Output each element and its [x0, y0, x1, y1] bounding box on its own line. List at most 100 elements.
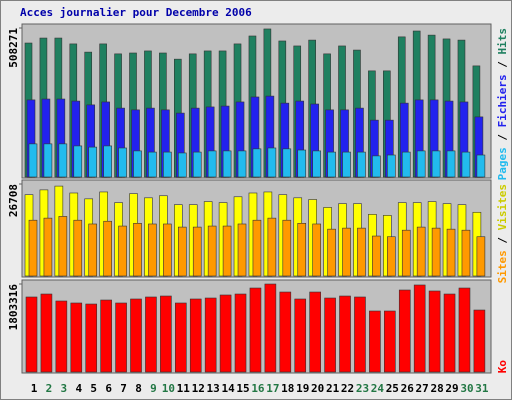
y-tick-label: 26708 — [7, 184, 20, 217]
bar — [372, 235, 381, 277]
x-tick-label: 23 — [356, 382, 369, 395]
bar — [294, 298, 307, 373]
bar — [282, 148, 292, 178]
x-tick-label: 21 — [326, 382, 340, 395]
bar — [40, 293, 53, 373]
bar — [28, 219, 38, 277]
legend-separator: / — [496, 55, 509, 75]
bar — [309, 291, 321, 373]
x-tick-label: 13 — [207, 382, 220, 395]
bar — [73, 145, 83, 178]
bar — [219, 294, 232, 373]
bar — [446, 150, 456, 178]
bar — [369, 310, 381, 373]
bar — [267, 147, 277, 178]
bar — [118, 147, 127, 178]
bar — [312, 223, 321, 277]
legend: Pages / Fichiers / Hits — [496, 28, 509, 180]
bar — [461, 229, 471, 277]
bar — [103, 145, 112, 178]
bar — [70, 302, 83, 373]
bar — [55, 300, 68, 373]
x-tick-label: 29 — [445, 382, 458, 395]
bar — [357, 227, 366, 277]
bar — [28, 143, 38, 178]
bar — [192, 226, 202, 277]
bar — [178, 226, 187, 277]
bar — [339, 295, 351, 373]
bar — [148, 151, 157, 178]
bar — [175, 302, 187, 373]
legend-entry: Hits — [496, 28, 509, 55]
x-tick-label: 28 — [430, 382, 443, 395]
x-tick-label: 11 — [177, 382, 191, 395]
bar — [73, 219, 83, 277]
bar — [428, 290, 441, 373]
legend-entry: Visites — [496, 184, 509, 230]
bar — [115, 302, 127, 373]
bar — [384, 310, 396, 373]
bar — [133, 222, 142, 277]
x-tick-label: 7 — [120, 382, 127, 395]
bar — [178, 152, 187, 178]
x-tick-label: 25 — [386, 382, 399, 395]
bar — [192, 151, 202, 178]
bar — [401, 151, 411, 178]
bar — [103, 220, 112, 277]
x-tick-label: 26 — [401, 382, 415, 395]
bar — [413, 284, 426, 373]
bar — [342, 151, 351, 178]
bar — [398, 289, 411, 373]
bar — [58, 216, 68, 277]
bar — [148, 223, 157, 277]
bar — [446, 228, 456, 277]
x-tick-label: 16 — [251, 382, 265, 395]
bar — [85, 303, 98, 373]
bar — [207, 150, 217, 178]
x-tick-label: 18 — [281, 382, 294, 395]
x-tick-label: 27 — [416, 382, 429, 395]
bar — [234, 293, 247, 373]
legend-entry: Ko — [496, 360, 509, 374]
x-tick-label: 4 — [75, 382, 82, 395]
bar — [237, 150, 247, 178]
bar — [249, 287, 262, 373]
bar — [118, 225, 127, 277]
bar — [357, 151, 366, 178]
bar — [204, 297, 217, 373]
y-tick-label: 1803316 — [7, 284, 20, 331]
x-tick-label: 6 — [105, 382, 112, 395]
bar — [264, 283, 277, 373]
x-tick-label: 14 — [221, 382, 235, 395]
bar — [282, 219, 292, 277]
legend-entry: Pages — [496, 147, 509, 180]
bar — [43, 143, 53, 178]
bar — [267, 217, 277, 277]
bar — [461, 151, 471, 178]
bar — [297, 149, 307, 178]
bar — [297, 222, 307, 277]
bar — [279, 291, 292, 373]
bar — [342, 227, 351, 277]
x-tick-label: 8 — [135, 382, 142, 395]
bar — [324, 297, 336, 373]
bar — [416, 226, 426, 277]
legend-entry: Fichiers — [496, 74, 509, 127]
bar — [416, 150, 426, 178]
bar — [312, 150, 321, 178]
bar — [88, 223, 98, 277]
legend-separator: / — [496, 127, 509, 147]
x-tick-label: 20 — [311, 382, 324, 395]
bar — [145, 296, 157, 373]
bar — [222, 225, 232, 277]
bar — [473, 309, 486, 373]
bar — [431, 227, 441, 277]
bar — [252, 148, 262, 178]
bar — [189, 298, 202, 373]
bar — [207, 225, 217, 277]
x-tick-label: 10 — [162, 382, 175, 395]
legend: Ko — [496, 360, 509, 374]
bar — [443, 293, 456, 373]
legend-separator: / — [496, 230, 509, 250]
bar — [387, 236, 396, 277]
